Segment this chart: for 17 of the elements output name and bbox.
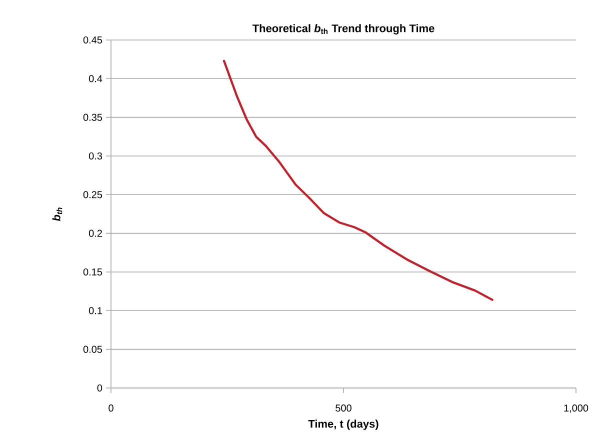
y-tick-label: 0.3 (88, 152, 102, 160)
y-tick-label: 0.4 (88, 75, 102, 82)
chart-title: Theoretical b$_{th}$ Trend through Time (252, 24, 434, 34)
x-axis-title: Time, t (days) (308, 420, 378, 430)
x-tick-label: 1,000 (564, 404, 588, 413)
y-tick-label: 0.35 (83, 114, 102, 121)
y-tick-label: 0.05 (83, 346, 102, 353)
x-tick-label: 500 (336, 404, 352, 412)
line-series (222, 60, 494, 301)
y-tick-label: 0 (97, 384, 102, 392)
x-tick-label: 0 (108, 404, 114, 412)
y-tick-label: 0.2 (88, 230, 102, 237)
y-tick-label: 0.45 (83, 36, 102, 44)
y-tick-label: 0.15 (83, 268, 102, 276)
y-tick-label: 0.1 (88, 307, 102, 314)
y-tick-label: 0.25 (83, 191, 102, 198)
y-axis-title: b$_{th}$ (52, 208, 62, 222)
